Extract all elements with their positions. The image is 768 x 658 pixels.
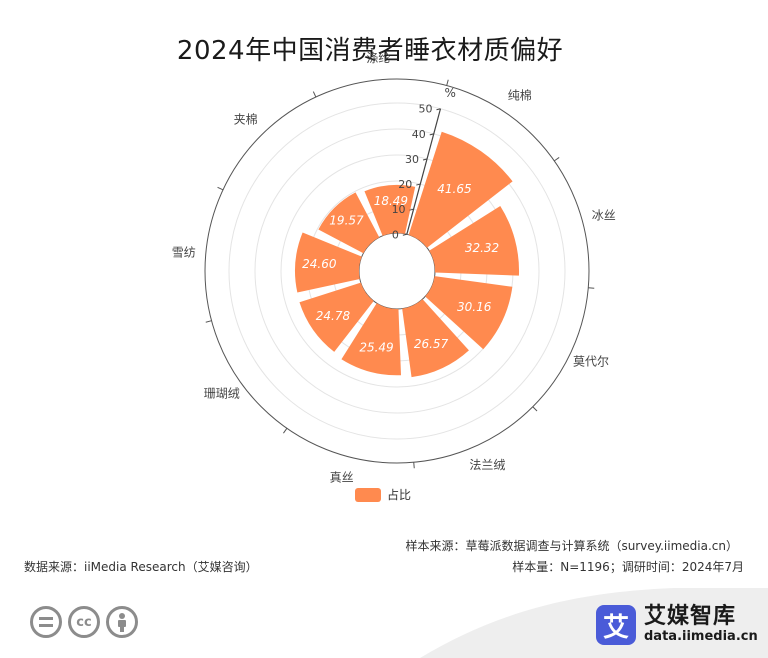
legend-swatch [355,487,381,502]
sample-source: 样本来源：草莓派数据调查与计算系统（survey.iimedia.cn） [405,539,738,553]
angle-tick [446,79,449,86]
category-label: 涤纶 [366,51,390,65]
category-label: 莫代尔 [573,353,609,368]
radial-tick-label: 50 [418,103,432,116]
grid-circle [254,128,540,414]
angle-tick [283,427,288,434]
radial-tick [422,158,428,161]
radial-tick-label: 40 [412,128,426,141]
category-label: 雪纺 [172,245,196,259]
radial-tick [416,183,421,186]
data-label: 18.49 [374,194,408,208]
angle-tick [532,406,538,412]
data-label: 19.57 [329,213,364,227]
category-label: 纯棉 [508,89,532,103]
radial-tick-label: 30 [405,153,419,166]
angle-tick [205,320,212,323]
bar-法兰绒 [402,299,469,378]
angle-axis-circle [204,78,590,464]
angle-tick [413,462,415,469]
bar-夹棉 [318,192,380,254]
grid-circle [228,102,566,440]
data-label: 41.65 [437,182,471,196]
brand[interactable]: 艾 艾媒智库 data.iimedia.cn [596,605,758,645]
category-label: 法兰绒 [469,458,505,472]
legend[interactable]: 占比 [355,486,411,503]
inner-axis-circle [358,232,436,310]
footer-background [420,588,768,658]
bar-珊瑚绒 [299,282,374,352]
radial-tick [429,133,434,136]
radial-axis-unit: % [445,86,456,100]
radial-tick [409,208,414,211]
radial-tick [402,233,407,236]
radial-tick [436,108,441,111]
data-label: 30.16 [457,300,492,314]
data-label: 25.49 [359,340,393,354]
bar-雪纺 [295,232,362,293]
angle-tick [588,287,595,289]
sample-size: 样本量：N=1196；调研时间：2024年7月 [512,560,744,574]
category-label: 冰丝 [592,209,616,223]
data-source: 数据来源：iiMedia Research（艾媒咨询） [24,560,258,574]
person-icon [106,606,138,638]
radial-tick-label: 0 [392,228,399,241]
cc-icon: cc [68,606,100,638]
radial-axis [406,108,442,235]
legend-label: 占比 [387,488,412,502]
category-label: 真丝 [330,471,354,485]
data-label: 24.60 [302,257,337,271]
radial-tick-label: 20 [398,178,412,191]
bar-莫代尔 [425,276,513,350]
brand-name: 艾媒智库 [644,604,737,629]
angle-tick [217,186,224,191]
bar-冰丝 [429,205,520,276]
angle-tick [553,157,560,162]
bar-真丝 [341,303,402,376]
equal-icon [30,606,62,638]
category-label: 夹棉 [234,113,258,127]
angle-tick [312,91,317,98]
brand-url: data.iimedia.cn [644,629,758,644]
chart-title: 2024年中国消费者睡衣材质偏好 [176,36,564,66]
category-label: 珊瑚绒 [204,386,240,401]
data-label: 26.57 [414,337,449,351]
license-icons: cc [30,606,138,638]
brand-logo-icon: 艾 [596,605,636,645]
data-label: 24.78 [316,309,351,323]
bar-涤纶 [364,184,416,236]
bar-纯棉 [408,131,513,248]
radial-tick-label: 10 [392,203,406,216]
polar-bar-chart: 41.65 32.32 30.16 26.57 25.49 24.78 24.60 19.57… [172,51,616,485]
data-label: 32.32 [465,241,499,255]
